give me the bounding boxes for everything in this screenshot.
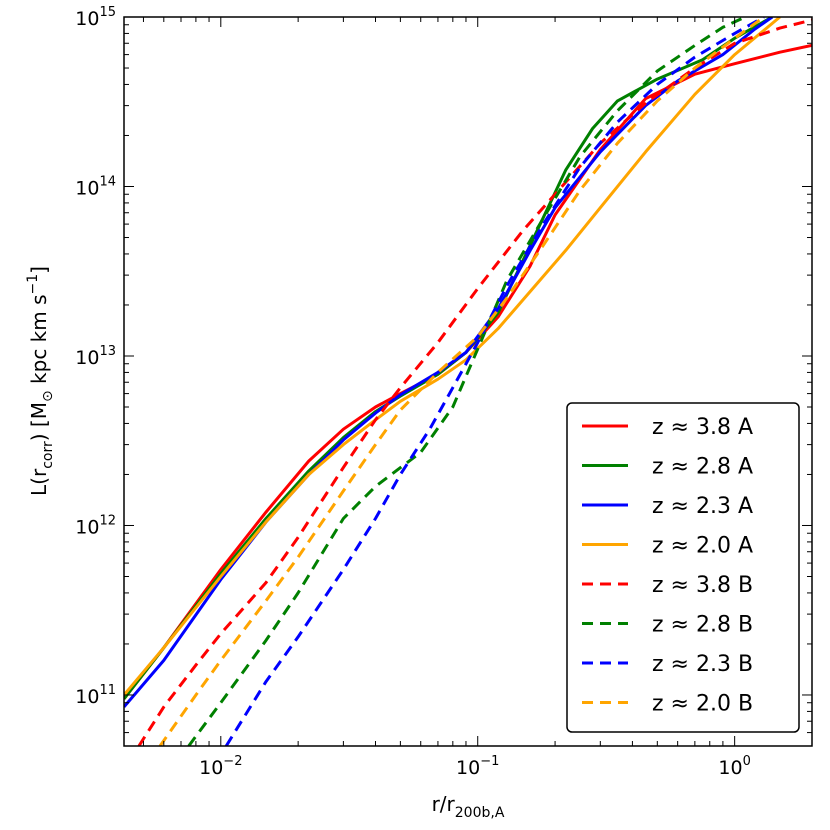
legend-label: z ≈ 2.3 B <box>652 652 753 677</box>
legend-item: z ≈ 2.0 B <box>582 692 753 717</box>
legend-label: z ≈ 2.0 A <box>652 534 753 559</box>
series-line-7 <box>224 17 765 746</box>
x-axis-label-main: r/r <box>432 792 456 816</box>
legend: z ≈ 3.8 A z ≈ 2.8 A z ≈ 2.3 A z ≈ 2.0 A z ≈ … <box>566 402 800 733</box>
y-tick-label: 1012 <box>75 513 116 538</box>
legend-label: z ≈ 2.3 A <box>652 494 753 519</box>
y-tick-label: 1014 <box>75 174 116 199</box>
legend-label: z ≈ 3.8 A <box>652 415 753 440</box>
y-tick-label: 1011 <box>75 683 116 708</box>
legend-item: z ≈ 2.8 A <box>582 455 753 480</box>
x-tick-label: 10−1 <box>456 754 499 779</box>
y-axis-label-p2: ) [M <box>27 402 51 441</box>
y-axis-label-sub1: corr <box>40 441 56 469</box>
legend-box <box>566 402 800 733</box>
legend-item: z ≈ 2.3 B <box>582 652 753 677</box>
y-axis-label-p4: ] <box>27 266 51 274</box>
x-axis-label-sub: 200b,A <box>455 805 505 821</box>
y-axis-label: L(rcorr) [M⊙ kpc km s−1] <box>25 266 56 496</box>
y-tick-label: 1013 <box>75 344 116 369</box>
x-axis-label: r/r200b,A <box>432 792 505 821</box>
legend-item: z ≈ 2.8 B <box>582 613 753 638</box>
series-layer <box>124 17 812 746</box>
legend-label: z ≈ 2.8 B <box>652 613 753 638</box>
tick-layer: 10−2 10−1 100 1011 1012 1013 1014 1015 <box>75 5 813 779</box>
plot-frame <box>123 16 813 747</box>
legend-item: z ≈ 2.0 A <box>582 534 753 559</box>
series-line-4 <box>124 17 781 696</box>
x-tick-label: 100 <box>718 754 750 779</box>
x-tick-label: 10−2 <box>199 754 242 779</box>
y-axis-label-sup: −1 <box>25 274 41 295</box>
series-line-6 <box>187 17 746 746</box>
legend-label: z ≈ 3.8 B <box>652 573 753 598</box>
legend-label: z ≈ 2.8 A <box>652 455 753 480</box>
legend-item: z ≈ 2.3 A <box>582 494 753 519</box>
legend-item: z ≈ 3.8 B <box>582 573 753 598</box>
legend-label: z ≈ 2.0 B <box>652 692 753 717</box>
y-axis-label-p3: kpc km s <box>27 294 51 390</box>
y-axis-label-sub2: ⊙ <box>40 390 56 402</box>
y-tick-label: 1015 <box>75 5 116 30</box>
y-axis-label-p1: L(r <box>27 468 51 496</box>
series-line-8 <box>158 17 765 746</box>
legend-item: z ≈ 3.8 A <box>582 415 753 440</box>
